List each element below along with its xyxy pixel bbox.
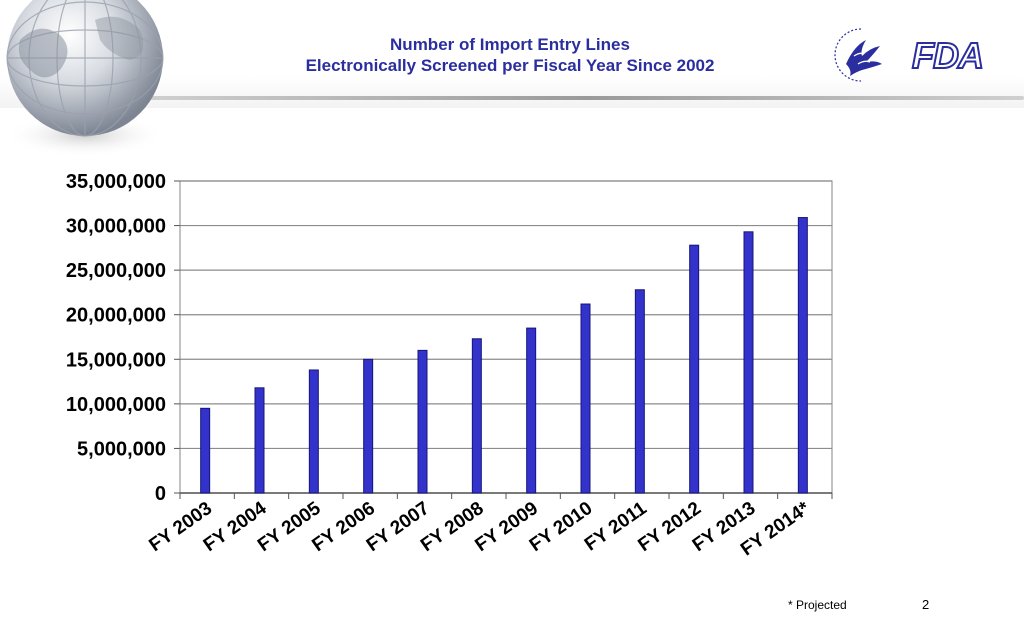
- hhs-eagle-icon: [834, 28, 882, 82]
- title-line-1: Number of Import Entry Lines: [390, 35, 630, 54]
- bar-fy-2014: [797, 217, 808, 494]
- y-tick-label: 5,000,000: [77, 438, 166, 460]
- fda-logo-icon: FDA: [911, 35, 985, 77]
- y-tick-label: 15,000,000: [66, 349, 166, 371]
- bar-fy-2011: [634, 289, 645, 494]
- bar-fy-2004: [254, 387, 265, 494]
- globe-icon: [5, 0, 165, 157]
- y-tick-label: 35,000,000: [66, 171, 166, 193]
- bar-fy-2013: [743, 231, 754, 494]
- y-tick-label: 10,000,000: [66, 394, 166, 416]
- bar-fy-2006: [363, 358, 374, 494]
- chart-title: Number of Import Entry Lines Electronica…: [195, 34, 825, 76]
- header-divider: [150, 96, 1024, 100]
- y-tick-label: 25,000,000: [66, 260, 166, 282]
- y-tick-label: 20,000,000: [66, 305, 166, 327]
- plot-area: [179, 180, 833, 494]
- bar-fy-2008: [471, 338, 482, 494]
- title-line-2: Electronically Screened per Fiscal Year …: [305, 56, 715, 75]
- bar-fy-2012: [689, 244, 700, 494]
- footnote: * Projected: [788, 598, 847, 612]
- y-tick-label: 30,000,000: [66, 216, 166, 238]
- bar-fy-2010: [580, 303, 591, 494]
- bar-fy-2005: [308, 369, 319, 494]
- x-tick-label: FY 2010: [526, 498, 597, 556]
- bar-fy-2003: [200, 407, 211, 494]
- y-tick-label: 0: [155, 483, 166, 505]
- bar-chart: 0 5,000,000 10,000,000 15,000,000 20,000,000…: [66, 171, 833, 560]
- bar-fy-2009: [526, 327, 537, 494]
- bar-fy-2007: [417, 349, 428, 494]
- page-number: 2: [922, 597, 930, 612]
